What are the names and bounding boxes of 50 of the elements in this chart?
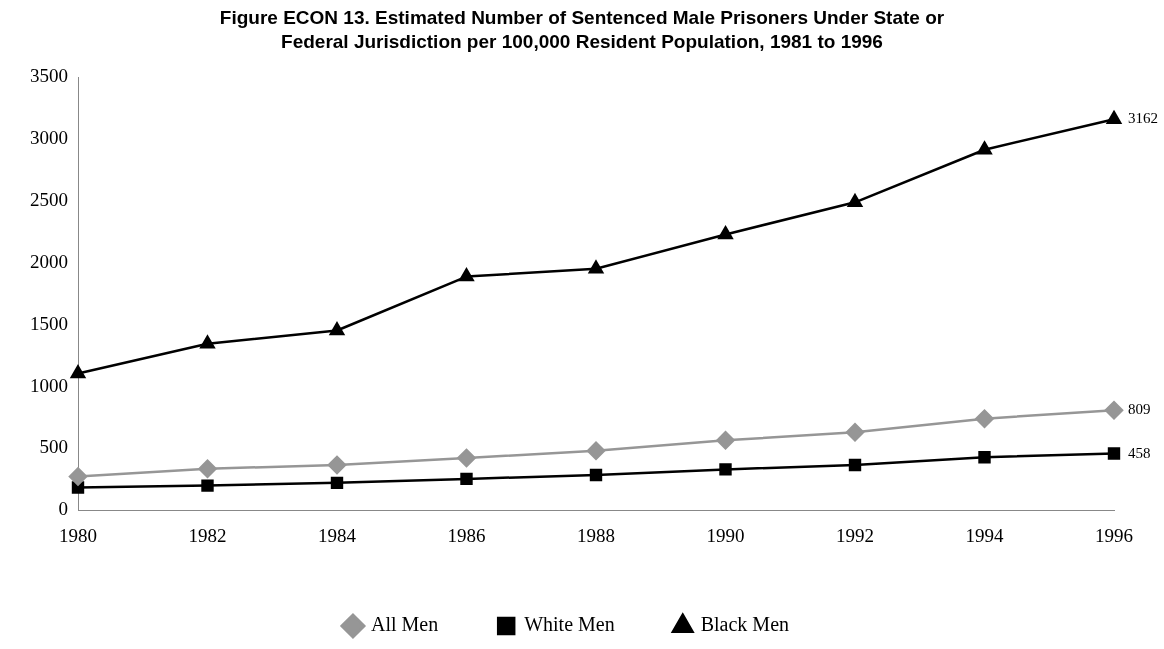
point xyxy=(329,322,345,336)
point xyxy=(975,409,994,428)
y-tick-label: 3000 xyxy=(30,127,68,149)
y-tick-label: 3500 xyxy=(30,65,68,87)
data-label: 3162 xyxy=(1128,110,1158,127)
point xyxy=(459,268,474,282)
x-tick-label: 1982 xyxy=(188,524,227,546)
y-tick-label: 0 xyxy=(58,498,68,520)
point xyxy=(327,455,347,475)
point xyxy=(201,479,214,492)
point xyxy=(716,431,735,450)
point xyxy=(588,260,604,274)
point xyxy=(586,441,606,461)
y-tick-label: 1500 xyxy=(30,312,68,334)
x-tick-label: 1992 xyxy=(836,524,874,546)
point xyxy=(330,476,344,490)
y-tick-label: 2500 xyxy=(30,189,68,211)
legend-label: All Men xyxy=(370,613,439,636)
x-tick-label: 1988 xyxy=(577,524,615,546)
point xyxy=(200,335,215,349)
point xyxy=(1104,400,1124,420)
x-tick-label: 1994 xyxy=(965,524,1004,546)
point xyxy=(198,459,217,479)
legend-label: Black Men xyxy=(700,613,790,636)
x-tick-label: 1984 xyxy=(318,524,357,546)
x-tick-label: 1980 xyxy=(59,524,97,546)
point xyxy=(457,448,476,468)
y-tick-label: 500 xyxy=(39,436,68,458)
data-label: 809 xyxy=(1128,401,1151,418)
y-tick-label: 1000 xyxy=(30,374,68,396)
point xyxy=(589,468,603,482)
point xyxy=(70,365,86,379)
point xyxy=(1106,110,1122,124)
x-tick-label: 1996 xyxy=(1095,524,1133,546)
data-label: 458 xyxy=(1128,444,1151,461)
point xyxy=(460,472,473,486)
y-tick-label: 2000 xyxy=(30,250,68,272)
point xyxy=(845,423,865,442)
point xyxy=(848,458,862,472)
point xyxy=(977,141,992,155)
point xyxy=(718,226,733,240)
point xyxy=(1107,447,1121,460)
x-tick-label: 1990 xyxy=(706,524,745,546)
legend-label: White Men xyxy=(524,613,615,636)
chart-title: Figure ECON 13. Estimated Number of Sentenced Male Prisoners Under State or Federal Jurisdiction per 100,000 Resident Population, 1981 to 1996 xyxy=(218,6,946,54)
x-tick-label: 1986 xyxy=(447,524,486,546)
point xyxy=(847,194,863,208)
point xyxy=(719,463,732,476)
point xyxy=(68,467,88,486)
point xyxy=(978,451,991,464)
